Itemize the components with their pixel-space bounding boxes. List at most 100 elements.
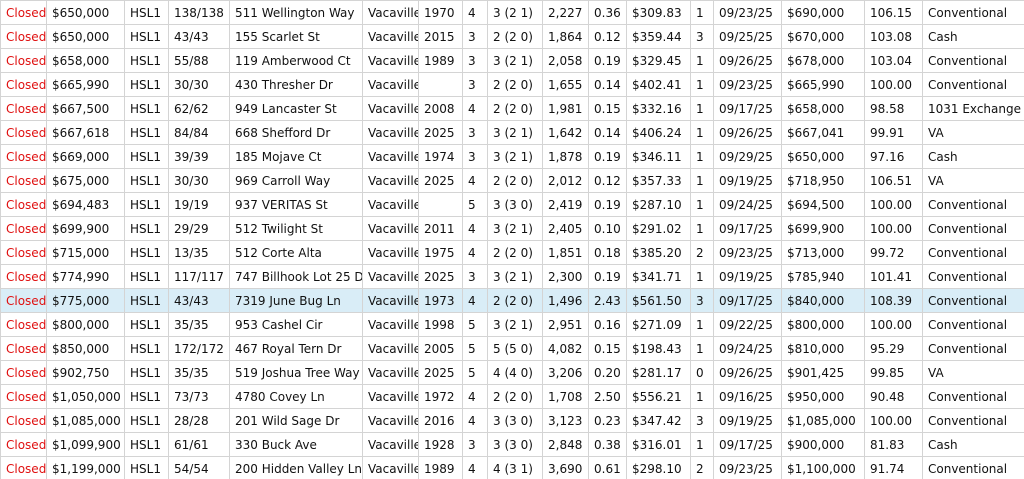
- table-cell: Vacaville: [362, 192, 419, 217]
- table-cell: HSL1: [124, 72, 169, 97]
- table-cell: 2.50: [588, 384, 627, 409]
- table-row[interactable]: Closed $774,990 HSL1 117/117 747 Billhook Lo…: [0, 264, 1024, 289]
- table-cell: HSL1: [124, 432, 169, 457]
- table-cell: 1: [690, 120, 714, 145]
- table-row[interactable]: Closed $1,050,000 HSL1 73/73 4780 Covey Ln Va…: [0, 384, 1024, 409]
- table-cell: Conventional: [922, 0, 1024, 25]
- table-row[interactable]: Closed $775,000 HSL1 43/43 7319 June Bug Ln V…: [0, 288, 1024, 313]
- table-row[interactable]: Closed $1,099,900 HSL1 61/61 330 Buck Ave Vac…: [0, 432, 1024, 457]
- table-cell: $667,618: [46, 120, 125, 145]
- table-row[interactable]: Closed $800,000 HSL1 35/35 953 Cashel Cir Vac…: [0, 312, 1024, 337]
- table-cell: 43/43: [168, 24, 230, 49]
- table-cell: 2,419: [542, 192, 589, 217]
- table-cell: 5: [462, 312, 488, 337]
- table-cell: HSL1: [124, 48, 169, 73]
- table-cell: $901,425: [781, 360, 865, 385]
- table-cell: 30/30: [168, 168, 230, 193]
- table-cell: 3: [462, 120, 488, 145]
- table-cell: $281.17: [626, 360, 691, 385]
- table-cell: 09/29/25: [713, 144, 782, 169]
- table-cell: $346.11: [626, 144, 691, 169]
- table-cell: 2,951: [542, 312, 589, 337]
- table-row[interactable]: Closed $650,000 HSL1 138/138 511 Wellington …: [0, 0, 1024, 25]
- table-cell: $670,000: [781, 24, 865, 49]
- table-cell: Closed: [0, 384, 47, 409]
- table-cell: 4780 Covey Ln: [229, 384, 363, 409]
- table-cell: $298.10: [626, 456, 691, 479]
- table-cell: $359.44: [626, 24, 691, 49]
- table-cell: 09/19/25: [713, 168, 782, 193]
- table-row[interactable]: Closed $1,199,000 HSL1 54/54 200 Hidden Vall…: [0, 456, 1024, 479]
- table-cell: 3: [462, 72, 488, 97]
- table-cell: Closed: [0, 120, 47, 145]
- table-cell: HSL1: [124, 240, 169, 265]
- table-cell: Vacaville: [362, 264, 419, 289]
- table-row[interactable]: Closed $850,000 HSL1 172/172 467 Royal Tern …: [0, 336, 1024, 361]
- table-cell: 09/17/25: [713, 216, 782, 241]
- table-cell: $287.10: [626, 192, 691, 217]
- table-cell: 3 (2 1): [487, 120, 543, 145]
- table-cell: 1: [690, 72, 714, 97]
- table-row[interactable]: Closed $694,483 HSL1 19/19 937 VERITAS St Vac…: [0, 192, 1024, 217]
- table-row[interactable]: Closed $665,990 HSL1 30/30 430 Thresher Dr Va…: [0, 72, 1024, 97]
- table-cell: $1,099,900: [46, 432, 125, 457]
- table-cell: 4: [462, 456, 488, 479]
- table-row[interactable]: Closed $675,000 HSL1 30/30 969 Carroll Way Va…: [0, 168, 1024, 193]
- table-cell: 1: [690, 192, 714, 217]
- table-row[interactable]: Closed $715,000 HSL1 13/35 512 Corte Alta Vac…: [0, 240, 1024, 265]
- table-cell: 7319 June Bug Ln: [229, 288, 363, 313]
- table-cell: VA: [922, 168, 1024, 193]
- table-cell: 35/35: [168, 312, 230, 337]
- table-cell: 3 (2 1): [487, 312, 543, 337]
- table-cell: 512 Corte Alta: [229, 240, 363, 265]
- table-cell: 330 Buck Ave: [229, 432, 363, 457]
- table-cell: 62/62: [168, 96, 230, 121]
- table-cell: 2,848: [542, 432, 589, 457]
- table-cell: Conventional: [922, 312, 1024, 337]
- table-cell: Conventional: [922, 192, 1024, 217]
- table-cell: 3: [690, 408, 714, 433]
- table-cell: 200 Hidden Valley Ln: [229, 456, 363, 479]
- table-row[interactable]: Closed $1,085,000 HSL1 28/28 201 Wild Sage D…: [0, 408, 1024, 433]
- table-cell: 54/54: [168, 456, 230, 479]
- table-cell: 3 (3 0): [487, 432, 543, 457]
- table-cell: 35/35: [168, 360, 230, 385]
- table-cell: 106.15: [864, 0, 923, 25]
- table-row[interactable]: Closed $658,000 HSL1 55/88 119 Amberwood Ct V…: [0, 48, 1024, 73]
- table-row[interactable]: Closed $667,618 HSL1 84/84 668 Shefford Dr Va…: [0, 120, 1024, 145]
- table-cell: 19/19: [168, 192, 230, 217]
- table-cell: Closed: [0, 360, 47, 385]
- table-cell: 201 Wild Sage Dr: [229, 408, 363, 433]
- table-cell: 953 Cashel Cir: [229, 312, 363, 337]
- table-cell: 81.83: [864, 432, 923, 457]
- table-cell: Vacaville: [362, 48, 419, 73]
- table-cell: $198.43: [626, 336, 691, 361]
- table-cell: HSL1: [124, 456, 169, 479]
- table-cell: 0.38: [588, 432, 627, 457]
- table-cell: 2,227: [542, 0, 589, 25]
- table-cell: Vacaville: [362, 24, 419, 49]
- table-cell: 3 (2 1): [487, 0, 543, 25]
- table-row[interactable]: Closed $667,500 HSL1 62/62 949 Lancaster St V…: [0, 96, 1024, 121]
- table-cell: Closed: [0, 264, 47, 289]
- table-cell: 91.74: [864, 456, 923, 479]
- table-row[interactable]: Closed $669,000 HSL1 39/39 185 Mojave Ct Vaca…: [0, 144, 1024, 169]
- table-cell: 3 (2 1): [487, 48, 543, 73]
- table-cell: 3,123: [542, 408, 589, 433]
- table-cell: $291.02: [626, 216, 691, 241]
- table-cell: 1,642: [542, 120, 589, 145]
- table-cell: 2 (2 0): [487, 72, 543, 97]
- table-cell: 3 (2 1): [487, 216, 543, 241]
- table-cell: 1: [690, 216, 714, 241]
- table-cell: HSL1: [124, 216, 169, 241]
- table-cell: $800,000: [781, 312, 865, 337]
- table-cell: Conventional: [922, 216, 1024, 241]
- table-cell: 09/17/25: [713, 96, 782, 121]
- table-row[interactable]: Closed $699,900 HSL1 29/29 512 Twilight St Va…: [0, 216, 1024, 241]
- table-cell: Vacaville: [362, 144, 419, 169]
- table-row[interactable]: Closed $650,000 HSL1 43/43 155 Scarlet St Vac…: [0, 24, 1024, 49]
- table-row[interactable]: Closed $902,750 HSL1 35/35 519 Joshua Tree W…: [0, 360, 1024, 385]
- table-cell: $900,000: [781, 432, 865, 457]
- table-cell: HSL1: [124, 408, 169, 433]
